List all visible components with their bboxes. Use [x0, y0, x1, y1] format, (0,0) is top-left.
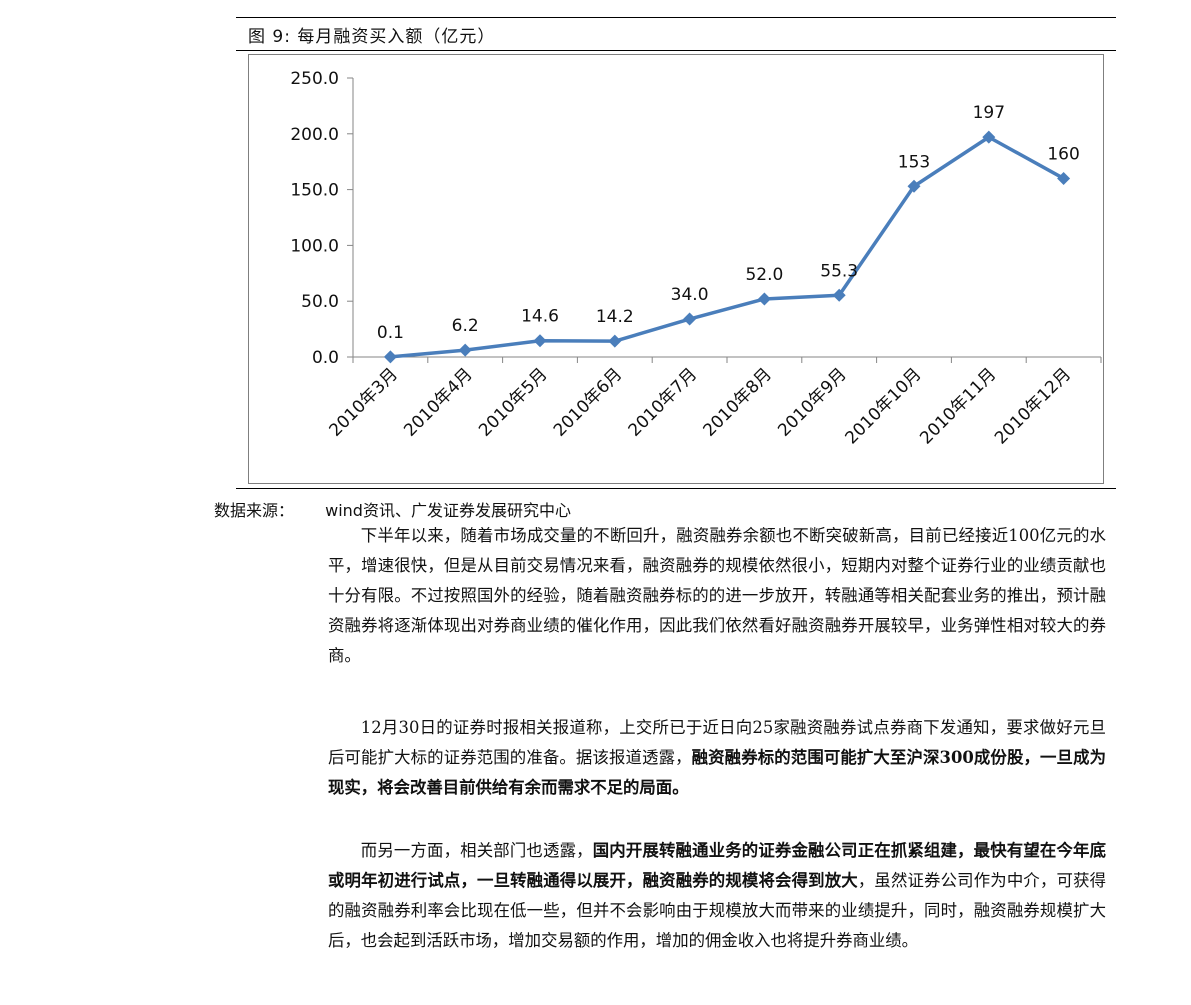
y-tick-label: 100.0 [290, 236, 339, 256]
body-text: 而另一方面，相关部门也透露， [360, 841, 593, 860]
data-point-marker [1057, 171, 1071, 185]
paragraph-1: 下半年以来，随着市场成交量的不断回升，融资融券余额也不断突破新高，目前已经接近1… [328, 521, 1106, 671]
data-point-marker [907, 179, 921, 193]
x-tick-label: 2010年8月 [700, 364, 776, 440]
emphasis-text: 融资融券标的范围可能扩大至沪深300成份股，一旦成为现实，将会改善目前供给有余而… [328, 748, 1106, 797]
bottom-rule [236, 488, 1116, 489]
paragraph-2: 12月30日的证券时报相关报道称，上交所已于近日向25家融资融券试点券商下发通知… [328, 713, 1106, 803]
chart-frame: 0.0 50.0 100.0 150.0 200.0 250.0 2010年3月 2010年4… [248, 54, 1104, 484]
figure-source: 数据来源： wind资讯、广发证券发展研究中心 [214, 497, 571, 521]
line-chart: 0.0 50.0 100.0 150.0 200.0 250.0 2010年3月2010年4… [290, 69, 1102, 448]
body-text: 12月30日的证券时报相关报道称，上交所已于近日向25家融资融券试点券商下发通知… [328, 718, 1106, 767]
x-tick-label: 2010年6月 [550, 364, 626, 440]
x-tick-label: 2010年3月 [326, 364, 402, 440]
data-point-marker [608, 334, 622, 348]
data-label: 14.6 [521, 307, 559, 327]
top-rule [236, 17, 1116, 18]
data-point-marker [832, 288, 846, 302]
body-text: ，虽然证券公司作为中介，可获得的融资融券利率会比现在低一些，但并不会影响由于规模… [328, 871, 1107, 950]
data-label: 34.0 [671, 285, 709, 305]
figure-title: 图 9: 每月融资买入额（亿元） [248, 27, 496, 47]
source-text: wind资讯、广发证券发展研究中心 [325, 501, 571, 520]
y-tick-label: 50.0 [301, 292, 339, 312]
emphasis-text: 国内开展转融通业务的证券金融公司正在抓紧组建，最快有望在今年底或明年初进行试点，… [328, 841, 1107, 890]
data-point-marker [533, 334, 547, 348]
y-tick-label: 0.0 [312, 348, 339, 368]
data-label: 14.2 [596, 307, 634, 327]
data-label: 52.0 [745, 265, 783, 285]
series-line [390, 135, 1065, 359]
source-label: 数据来源： [214, 501, 295, 520]
data-point-marker [683, 312, 697, 326]
y-tick-label: 200.0 [290, 125, 339, 145]
data-label: 55.3 [820, 261, 858, 281]
y-tick-label: 250.0 [290, 69, 339, 89]
x-tick-label: 2010年7月 [625, 364, 701, 440]
data-point-marker [982, 130, 996, 144]
body-text: 下半年以来，随着市场成交量的不断回升，融资融券余额也不断突破新高，目前已经接近1… [328, 526, 1106, 665]
data-point-marker [757, 292, 771, 306]
title-rule [236, 50, 1116, 51]
x-tick-label: 2010年9月 [774, 364, 850, 440]
x-tick-label: 2010年12月 [991, 364, 1075, 448]
data-label: 6.2 [452, 316, 479, 336]
paragraph-3: 而另一方面，相关部门也透露，国内开展转融通业务的证券金融公司正在抓紧组建，最快有… [328, 836, 1106, 956]
data-label: 160 [1047, 144, 1079, 164]
y-tick-label: 150.0 [290, 181, 339, 201]
x-tick-label: 2010年5月 [475, 364, 551, 440]
data-point-marker [383, 350, 397, 364]
data-label: 0.1 [377, 323, 404, 343]
data-label: 153 [898, 152, 930, 172]
data-point-marker [458, 343, 472, 357]
x-tick-label: 2010年11月 [916, 364, 1000, 448]
data-label: 197 [973, 103, 1005, 123]
x-tick-label: 2010年10月 [841, 364, 925, 448]
x-tick-label: 2010年4月 [400, 364, 476, 440]
